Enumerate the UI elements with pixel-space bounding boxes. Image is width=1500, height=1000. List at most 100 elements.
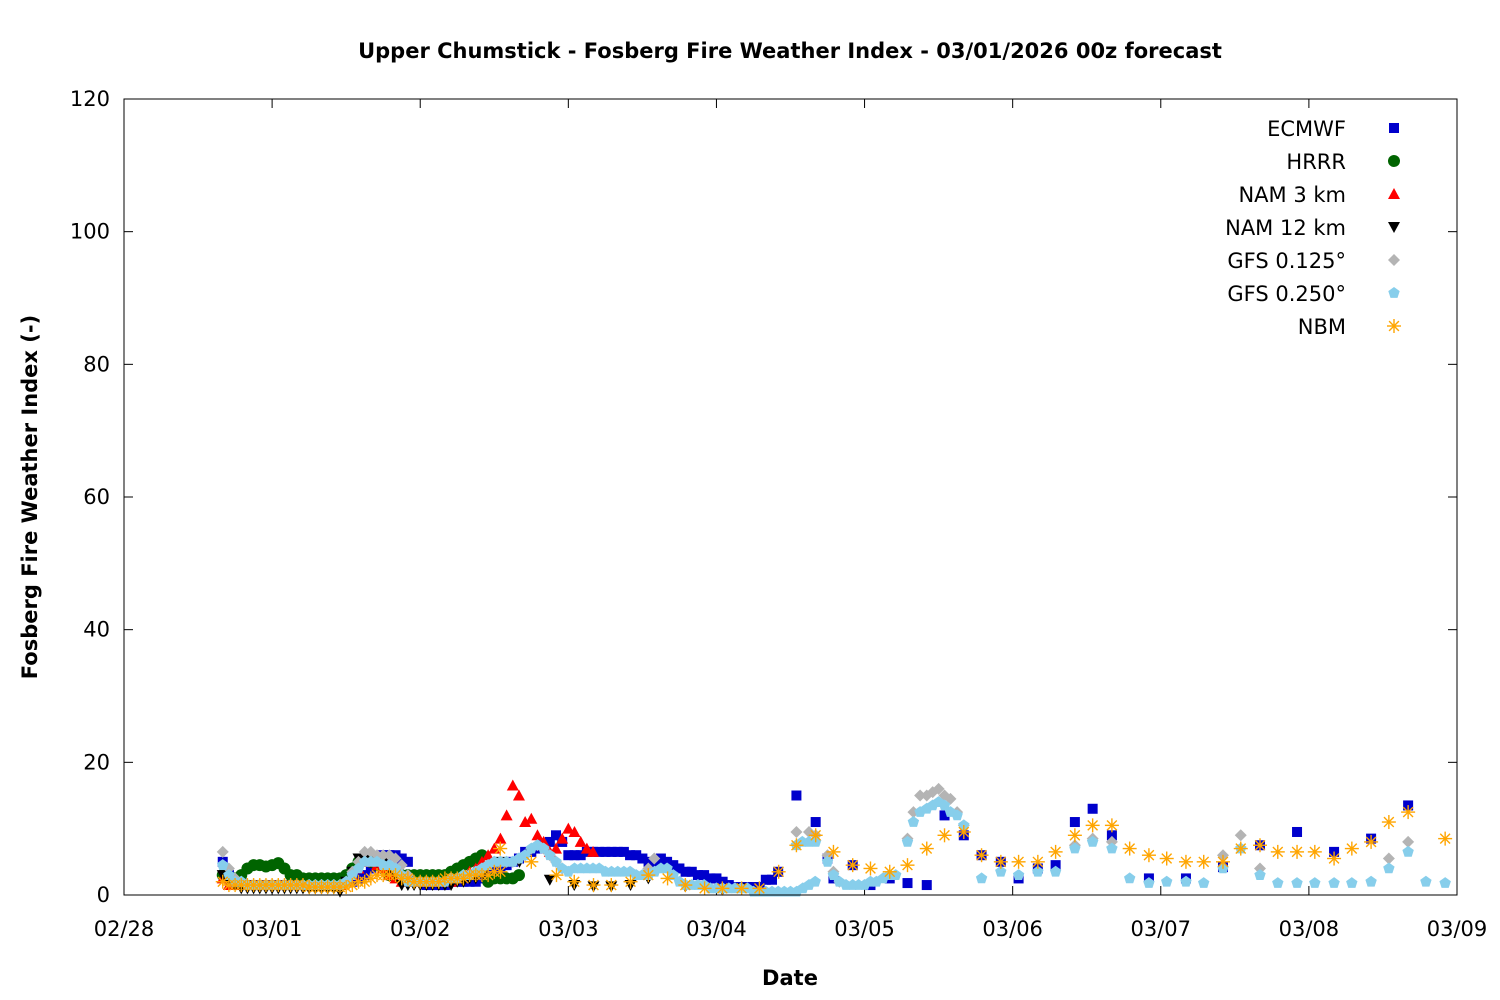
x-tick-label: 03/03: [538, 917, 599, 941]
x-tick-label: 03/02: [390, 917, 451, 941]
data-point: [1087, 803, 1098, 814]
data-point: [1104, 818, 1119, 833]
legend-marker: [1388, 222, 1400, 233]
y-tick-label: 40: [83, 618, 110, 642]
data-point: [1438, 831, 1453, 846]
legend-marker: [1388, 188, 1400, 199]
data-point: [1069, 817, 1080, 828]
data-point: [537, 842, 550, 854]
legend-marker: [1389, 123, 1399, 133]
data-point: [586, 878, 601, 893]
data-point: [932, 782, 945, 795]
data-point: [1011, 854, 1026, 869]
data-point: [1050, 860, 1061, 871]
data-point: [760, 874, 771, 885]
data-point: [549, 868, 564, 883]
data-point: [543, 874, 556, 886]
data-point: [493, 864, 508, 879]
legend-marker: [1387, 319, 1401, 333]
data-point: [951, 809, 963, 821]
data-point: [587, 845, 600, 857]
data-point: [631, 850, 642, 861]
data-point: [358, 845, 371, 858]
data-point: [1402, 845, 1414, 857]
data-point: [1122, 841, 1137, 856]
data-point: [1233, 841, 1248, 856]
data-point: [549, 842, 562, 854]
data-point: [1270, 844, 1285, 859]
data-point: [223, 869, 235, 880]
data-point: [1085, 818, 1100, 833]
data-point: [641, 868, 656, 883]
x-tick-label: 02/28: [94, 917, 155, 941]
data-point: [550, 855, 562, 867]
data-point: [481, 868, 496, 883]
legend-entry: NAM 12 km: [1225, 216, 1400, 240]
legend-label: NBM: [1298, 315, 1346, 339]
x-tick-label: 03/07: [1131, 917, 1192, 941]
legend-label: GFS 0.125°: [1227, 249, 1346, 273]
data-point: [1402, 835, 1415, 848]
data-point: [900, 858, 915, 873]
data-point: [678, 878, 693, 893]
data-point: [512, 789, 525, 801]
legend-marker: [1388, 287, 1400, 298]
legend-label: NAM 12 km: [1225, 216, 1346, 240]
data-point: [1439, 877, 1451, 888]
data-point: [1383, 862, 1395, 874]
chart-title: Upper Chumstick - Fosberg Fire Weather I…: [358, 39, 1222, 63]
data-point: [789, 838, 804, 853]
data-point: [500, 809, 513, 821]
data-point: [396, 853, 407, 864]
data-point: [686, 866, 697, 877]
data-point: [1234, 829, 1247, 842]
data-point: [606, 846, 617, 857]
data-point: [1067, 828, 1082, 843]
x-tick-label: 03/04: [686, 917, 747, 941]
data-point: [1106, 842, 1118, 854]
data-point: [1161, 875, 1173, 887]
data-point: [692, 870, 703, 881]
data-point: [660, 871, 675, 886]
data-point: [790, 825, 803, 838]
data-point: [655, 853, 666, 864]
legend-entry: GFS 0.125°: [1227, 249, 1400, 273]
x-tick-label: 03/09: [1427, 917, 1488, 941]
data-point: [863, 861, 878, 876]
data-point: [643, 856, 654, 867]
data-point: [568, 825, 581, 837]
y-tick-label: 0: [97, 883, 110, 907]
legend-entry: NBM: [1298, 315, 1401, 339]
data-point: [216, 845, 229, 858]
data-point: [715, 881, 730, 896]
data-point: [680, 866, 691, 877]
plot-frame: [123, 98, 1458, 896]
data-point: [668, 860, 679, 871]
data-point: [1254, 869, 1266, 880]
x-axis-label: Date: [762, 966, 818, 990]
data-point: [882, 864, 897, 879]
data-point: [752, 881, 767, 896]
x-tick-label: 03/01: [242, 917, 303, 941]
data-point: [1272, 877, 1284, 888]
data-point: [494, 832, 507, 844]
data-point: [567, 874, 582, 889]
data-point: [1143, 877, 1155, 888]
legend-label: HRRR: [1286, 150, 1346, 174]
y-tick-label: 80: [83, 352, 110, 376]
data-point: [295, 878, 310, 893]
data-point: [600, 846, 611, 857]
data-point: [1420, 875, 1432, 887]
data-point: [1253, 838, 1268, 853]
legend-label: NAM 3 km: [1238, 183, 1346, 207]
data-point: [580, 842, 593, 854]
series-nbm: [215, 805, 1453, 896]
data-point: [493, 841, 508, 856]
data-point: [618, 846, 629, 857]
data-point: [1032, 865, 1044, 877]
data-point: [512, 869, 525, 882]
data-point: [575, 850, 586, 861]
data-point: [544, 836, 555, 847]
data-point: [993, 854, 1008, 869]
